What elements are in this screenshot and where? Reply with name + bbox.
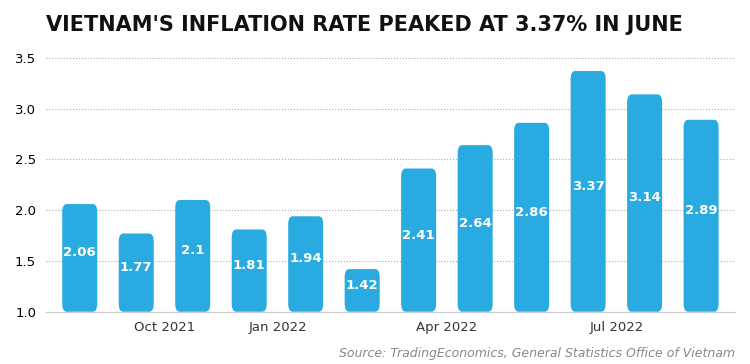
FancyBboxPatch shape — [514, 123, 549, 312]
FancyBboxPatch shape — [683, 120, 718, 312]
Text: 3.14: 3.14 — [628, 191, 661, 205]
FancyBboxPatch shape — [232, 229, 267, 312]
Text: 1.77: 1.77 — [120, 261, 152, 274]
FancyBboxPatch shape — [62, 204, 98, 312]
Text: 1.42: 1.42 — [346, 279, 379, 292]
Text: 2.1: 2.1 — [181, 244, 205, 257]
Text: VIETNAM'S INFLATION RATE PEAKED AT 3.37% IN JUNE: VIETNAM'S INFLATION RATE PEAKED AT 3.37%… — [46, 15, 682, 35]
FancyBboxPatch shape — [345, 269, 380, 312]
Text: Source: TradingEconomics, General Statistics Office of Vietnam: Source: TradingEconomics, General Statis… — [339, 347, 735, 360]
Text: 1.94: 1.94 — [290, 252, 322, 265]
Text: 2.86: 2.86 — [515, 206, 548, 219]
Text: 3.37: 3.37 — [572, 180, 604, 193]
FancyBboxPatch shape — [571, 71, 606, 312]
FancyBboxPatch shape — [176, 200, 210, 312]
FancyBboxPatch shape — [288, 216, 323, 312]
FancyBboxPatch shape — [401, 169, 436, 312]
Text: 2.64: 2.64 — [459, 217, 491, 230]
FancyBboxPatch shape — [627, 94, 662, 312]
FancyBboxPatch shape — [458, 145, 493, 312]
Text: 1.81: 1.81 — [233, 259, 266, 272]
Text: 2.06: 2.06 — [63, 246, 96, 259]
Text: 2.41: 2.41 — [402, 229, 435, 242]
FancyBboxPatch shape — [118, 234, 154, 312]
Text: 2.89: 2.89 — [685, 204, 718, 217]
